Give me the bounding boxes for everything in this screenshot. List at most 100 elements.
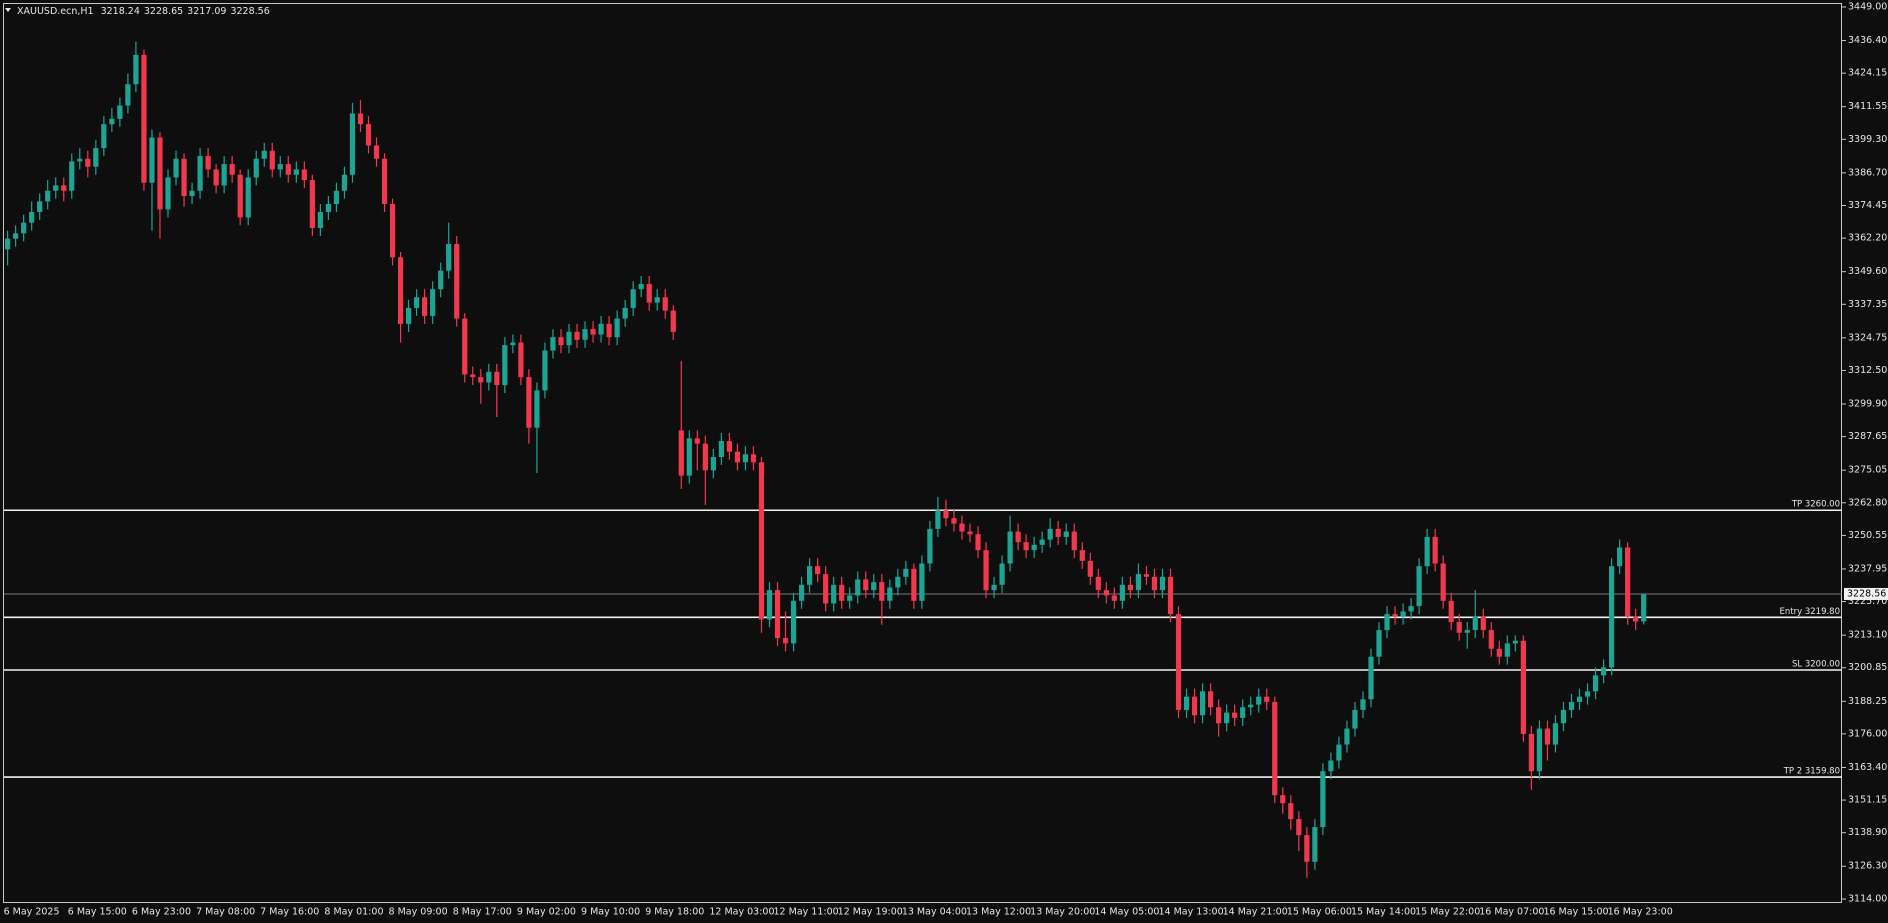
- x-tick-label: 8 May 09:00: [389, 907, 448, 918]
- candle-body: [911, 568, 917, 601]
- candle-body: [614, 318, 620, 338]
- candle-body: [1264, 696, 1270, 702]
- candle-body: [566, 331, 572, 346]
- candle-body: [574, 331, 580, 340]
- candle-body: [815, 566, 821, 575]
- last-high: 3228.65: [144, 6, 183, 17]
- candle-body: [1248, 704, 1254, 708]
- candle-body: [45, 190, 51, 202]
- candle-body: [582, 329, 588, 340]
- candle-body: [69, 161, 75, 191]
- x-tick-label: 7 May 16:00: [260, 907, 319, 918]
- candle-body: [237, 174, 243, 218]
- candle-body: [798, 584, 805, 601]
- menu-triangle[interactable]: [5, 8, 11, 12]
- candle-body: [887, 587, 893, 601]
- candle-body: [1143, 574, 1150, 577]
- candle-body: [879, 582, 885, 601]
- candle-body: [502, 345, 508, 386]
- candle-body: [1552, 723, 1559, 745]
- candle-body: [1079, 550, 1085, 561]
- candle-body: [109, 118, 115, 125]
- candle-body: [181, 158, 187, 197]
- candle-body: [967, 531, 973, 535]
- candle-body: [1560, 709, 1567, 724]
- candle-body: [646, 283, 652, 303]
- candle-body: [1528, 733, 1534, 772]
- candle-body: [1352, 709, 1358, 729]
- candle-body: [133, 54, 139, 85]
- candle-body: [1416, 566, 1422, 607]
- candle-body: [61, 185, 67, 191]
- candle-body: [606, 323, 612, 338]
- candle-body: [758, 462, 765, 620]
- x-tick-label: 15 May 14:00: [1351, 907, 1416, 918]
- candle-body: [943, 510, 949, 519]
- candle-body: [1576, 696, 1583, 702]
- candle-body: [558, 337, 564, 346]
- candle-body: [1512, 640, 1518, 644]
- y-tick-label: 3449.00: [1848, 2, 1887, 13]
- candle-body: [317, 212, 323, 229]
- x-tick-label: 8 May 17:00: [453, 907, 512, 918]
- candle-body: [293, 169, 299, 175]
- candle-body: [494, 371, 500, 386]
- candle-body: [5, 238, 11, 250]
- candle-body: [951, 518, 957, 524]
- y-tick-label: 3436.40: [1848, 35, 1887, 46]
- candle-body: [1592, 675, 1599, 692]
- candle-body: [93, 148, 99, 167]
- candle-body: [165, 177, 171, 210]
- candle-body: [1376, 630, 1382, 657]
- candle-body: [654, 297, 660, 303]
- candle-body: [622, 307, 628, 319]
- candle-body: [1368, 656, 1374, 700]
- candle-body: [1007, 531, 1013, 564]
- x-tick-label: 6 May 2025: [4, 907, 60, 918]
- candle-body: [173, 158, 179, 178]
- x-tick-label: 15 May 22:00: [1415, 907, 1480, 918]
- y-tick-label: 3114.00: [1848, 894, 1887, 905]
- candle-body: [734, 451, 741, 463]
- candle-body: [1280, 795, 1286, 804]
- x-tick-label: 8 May 01:00: [324, 907, 383, 918]
- y-tick-label: 3188.25: [1848, 696, 1887, 707]
- candle-body: [101, 124, 107, 149]
- candle-body: [1488, 630, 1494, 649]
- y-tick-label: 3237.95: [1848, 563, 1887, 574]
- x-tick-label: 7 May 08:00: [196, 907, 255, 918]
- candle-body: [1617, 547, 1623, 567]
- candle-body: [1472, 616, 1478, 631]
- candle-body: [21, 222, 27, 234]
- candle-body: [1191, 696, 1198, 716]
- candle-body: [1135, 574, 1142, 591]
- candle-body: [37, 201, 43, 213]
- candle-body: [53, 185, 59, 191]
- candle-body: [1320, 771, 1326, 828]
- candle-body: [1336, 744, 1342, 761]
- y-tick-label: 3362.20: [1848, 233, 1887, 244]
- candle-body: [373, 145, 380, 159]
- candle-body: [1584, 691, 1591, 697]
- candle-body: [277, 164, 283, 170]
- candle-body: [261, 150, 267, 159]
- candle-body: [269, 150, 275, 170]
- candle-body: [1633, 616, 1639, 622]
- y-tick-label: 3262.80: [1848, 497, 1887, 508]
- candle-body: [454, 243, 460, 319]
- candle-body: [790, 600, 797, 644]
- y-tick-label: 3399.30: [1848, 134, 1887, 145]
- candle-body: [662, 297, 668, 311]
- candle-body: [29, 212, 35, 223]
- candle-body: [927, 528, 933, 564]
- candle-body: [510, 342, 516, 346]
- candle-body: [381, 158, 388, 205]
- candle-body: [1408, 606, 1414, 612]
- candle-body: [526, 377, 532, 428]
- current-price-tag: [1844, 587, 1888, 600]
- candle-body: [975, 534, 981, 551]
- candle-body: [1440, 563, 1446, 601]
- candle-body: [999, 563, 1005, 585]
- y-tick-label: 3250.55: [1848, 530, 1887, 541]
